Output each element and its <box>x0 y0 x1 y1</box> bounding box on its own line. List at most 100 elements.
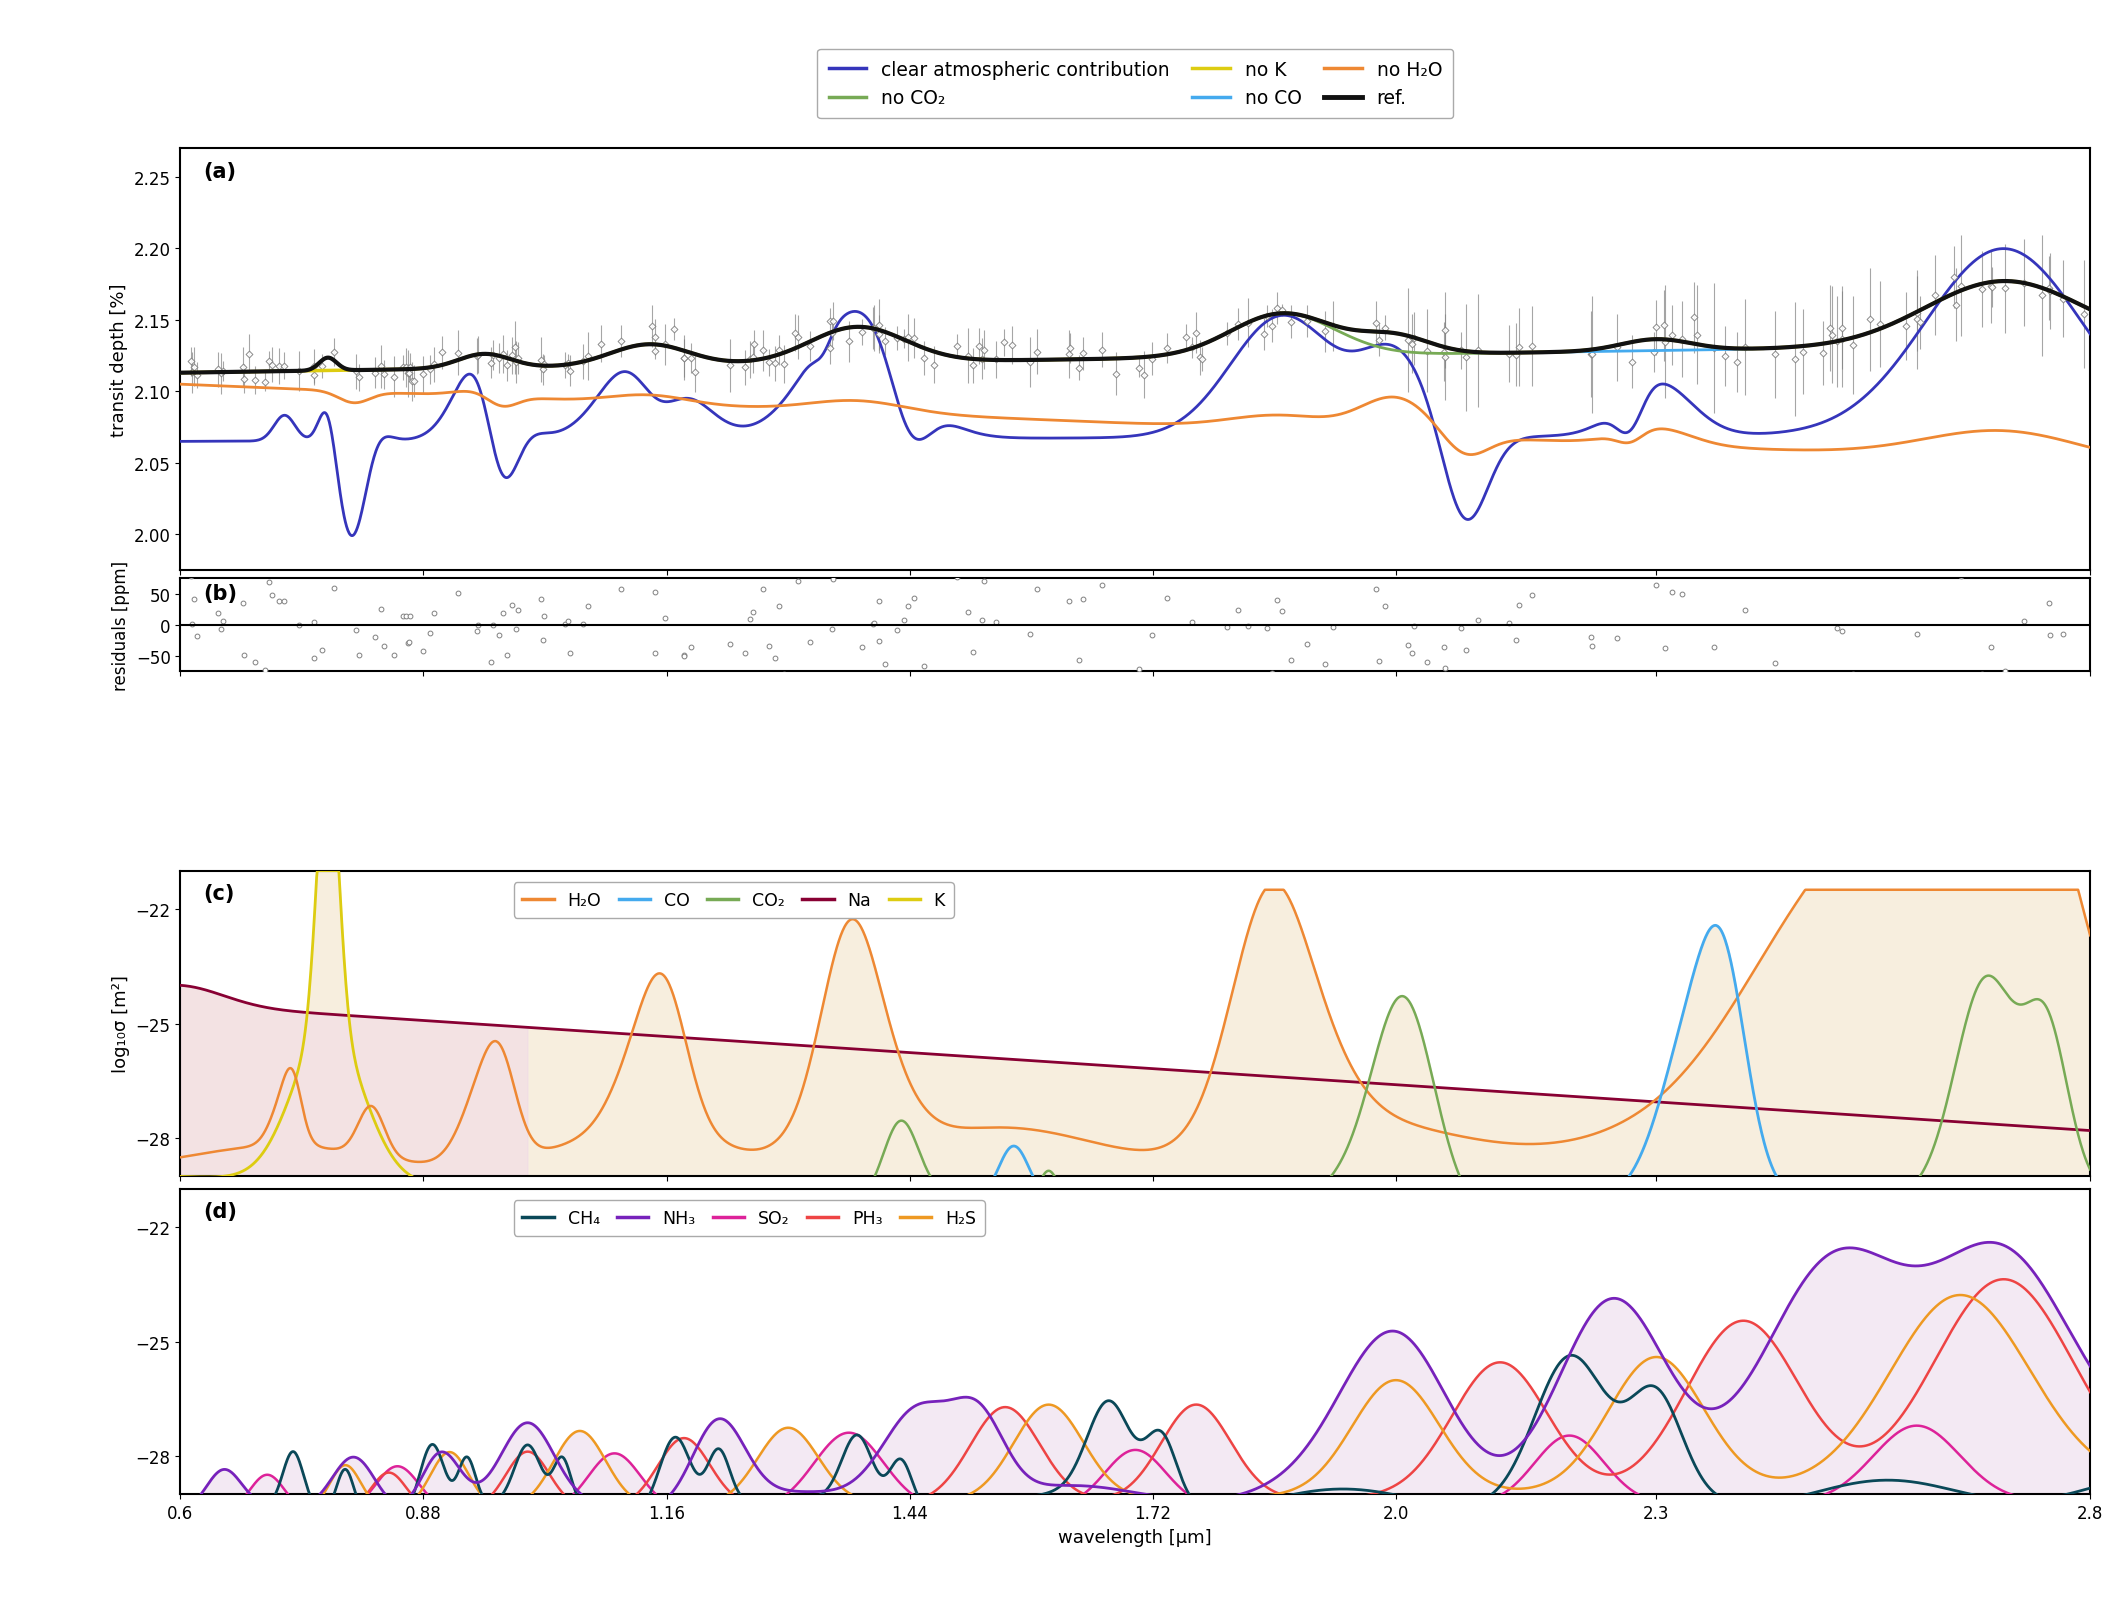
Point <box>1708 675 1742 701</box>
Point <box>1615 688 1649 714</box>
Point <box>1012 350 1046 376</box>
Point <box>1575 635 1608 660</box>
Point <box>813 677 847 702</box>
Point <box>732 607 766 633</box>
Point <box>1502 593 1536 619</box>
Point <box>966 607 999 633</box>
Point <box>482 346 516 371</box>
Point <box>1012 622 1046 648</box>
Point <box>206 358 240 384</box>
Point <box>386 355 420 381</box>
Point <box>174 349 208 374</box>
Point <box>857 611 891 636</box>
Point <box>966 347 999 373</box>
Point <box>2007 609 2041 635</box>
Point <box>1863 312 1897 337</box>
Point <box>1636 677 1670 702</box>
Point <box>639 339 673 365</box>
Point <box>1231 310 1265 336</box>
Point <box>728 641 762 667</box>
Point <box>1449 346 1483 371</box>
Point <box>397 665 431 691</box>
Point <box>845 320 879 346</box>
Point <box>1392 633 1426 659</box>
Point <box>1778 728 1812 754</box>
Point <box>605 577 639 603</box>
Point <box>891 325 925 350</box>
Point <box>297 363 331 389</box>
Point <box>1676 305 1710 331</box>
Point <box>736 543 770 569</box>
Point <box>1063 355 1097 381</box>
Point <box>176 360 210 386</box>
Point <box>832 329 866 355</box>
Point <box>736 346 770 371</box>
Point <box>390 632 424 657</box>
Point <box>359 360 393 386</box>
Point <box>1649 329 1683 355</box>
Point <box>297 646 331 672</box>
Point <box>2007 270 2041 296</box>
Point <box>416 601 450 627</box>
Point <box>1727 598 1761 624</box>
Point <box>1186 675 1220 701</box>
Point <box>1836 662 1869 688</box>
Point <box>658 317 692 342</box>
Point <box>526 627 560 652</box>
Point <box>639 325 673 350</box>
Point <box>584 559 618 585</box>
Point <box>441 341 475 366</box>
Point <box>554 641 588 667</box>
Point <box>1825 500 1859 525</box>
Point <box>1492 611 1526 636</box>
Point <box>524 587 558 612</box>
Point <box>499 617 533 643</box>
Y-axis label: residuals [ppm]: residuals [ppm] <box>112 561 129 691</box>
Point <box>995 333 1029 358</box>
Point <box>1290 309 1324 334</box>
Point <box>794 334 828 360</box>
Point <box>261 590 295 615</box>
Point <box>855 317 889 342</box>
Point <box>1899 672 1933 697</box>
Point <box>227 355 261 381</box>
Point <box>1816 323 1850 349</box>
Point <box>1575 624 1608 649</box>
Point <box>1053 342 1086 368</box>
Point <box>206 609 240 635</box>
Point <box>1053 336 1086 362</box>
Point <box>1260 588 1294 614</box>
Point <box>758 646 792 672</box>
Point <box>202 601 236 627</box>
Point <box>1169 325 1203 350</box>
Point <box>1358 312 1392 337</box>
Point <box>1099 678 1133 704</box>
Point <box>978 347 1012 373</box>
Point <box>176 612 210 638</box>
Point <box>494 342 528 368</box>
Point <box>1362 328 1396 354</box>
Point <box>862 590 895 615</box>
Point <box>441 580 475 606</box>
Point <box>1502 336 1536 362</box>
Point <box>174 564 208 590</box>
Point <box>424 341 458 366</box>
Point <box>1853 500 1886 525</box>
Point <box>1821 615 1855 641</box>
Point <box>1231 614 1265 640</box>
Point <box>753 350 787 376</box>
Point <box>405 640 439 665</box>
Point <box>1889 313 1923 339</box>
Point <box>473 649 507 675</box>
Point <box>1647 313 1681 339</box>
Point <box>777 321 811 347</box>
Point <box>1184 346 1218 371</box>
Point <box>1250 615 1284 641</box>
Point <box>815 617 849 643</box>
Point <box>766 662 800 688</box>
Point <box>951 344 985 370</box>
Point <box>1988 659 2022 685</box>
Point <box>1265 297 1299 323</box>
Point <box>891 593 925 619</box>
Point <box>1785 675 1819 701</box>
